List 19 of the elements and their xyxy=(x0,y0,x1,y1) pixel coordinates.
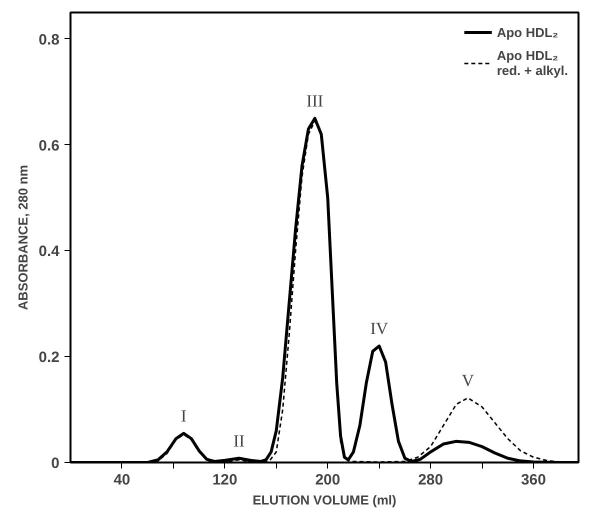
x-axis-title: ELUTION VOLUME (ml) xyxy=(252,492,396,508)
y-tick-label: 0.4 xyxy=(38,243,60,260)
annotation: II xyxy=(233,431,245,450)
y-tick-label: 0.2 xyxy=(38,349,60,366)
y-tick-label: 0.6 xyxy=(38,137,60,154)
legend-label: Apo HDL₂ xyxy=(496,24,558,40)
annotation: I xyxy=(180,406,187,426)
x-tick-label: 120 xyxy=(212,472,238,488)
legend-label: Apo HDL₂ red. + alkyl. xyxy=(496,48,568,78)
annotation: III xyxy=(306,91,324,110)
y-tick-label: 0.8 xyxy=(38,31,60,48)
x-tick-label: 360 xyxy=(520,472,546,488)
x-tick-label: 40 xyxy=(114,472,130,488)
annotation: IV xyxy=(370,319,389,338)
x-tick-label: 200 xyxy=(315,472,340,488)
x-tick-label: 280 xyxy=(418,472,444,488)
y-axis-title: ABSORBANCE, 280 nm xyxy=(16,164,31,310)
annotation: V xyxy=(462,370,475,390)
y-tick-label: 0 xyxy=(51,455,60,472)
